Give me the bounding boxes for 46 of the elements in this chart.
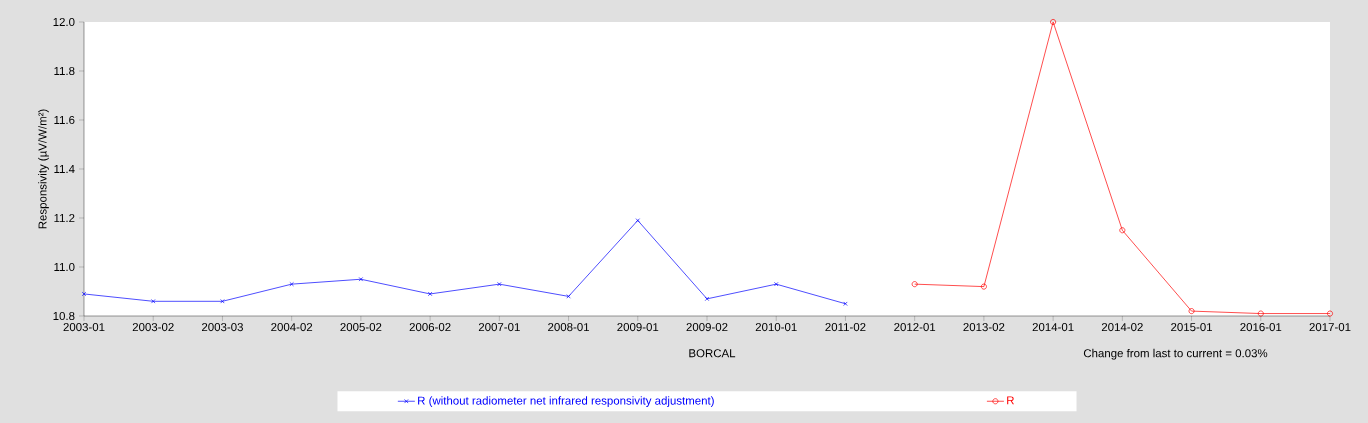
x-tick-label: 2011-02 xyxy=(825,323,866,332)
point xyxy=(774,281,779,287)
x-tick-label: 2010-01 xyxy=(755,323,797,332)
x-tick-label: 2016-01 xyxy=(1240,323,1282,332)
x-tick-label: 2013-02 xyxy=(963,323,1005,332)
x-tick-label: 2017-01 xyxy=(1309,323,1351,332)
x-tick-label: 2009-01 xyxy=(617,323,659,332)
y-tick-label: 10.8 xyxy=(53,311,75,321)
point xyxy=(497,281,502,287)
y-tick-label: 11.8 xyxy=(54,66,75,76)
x-tick-label: 2006-02 xyxy=(409,323,451,332)
point xyxy=(1257,310,1264,317)
x-tick-label: 2003-03 xyxy=(202,323,243,332)
x-tick-label: 2014-01 xyxy=(1032,323,1074,332)
x-tick-label: 2003-01 xyxy=(63,323,105,332)
legend-label: R xyxy=(1007,396,1014,405)
x-tick-label: 2003-02 xyxy=(132,323,174,332)
point xyxy=(1050,19,1057,25)
point xyxy=(220,299,225,304)
point xyxy=(151,299,156,304)
legend-label: R (without radiometer net infrared responsivity adjustment) xyxy=(418,396,714,407)
point xyxy=(427,291,433,297)
point xyxy=(635,218,640,223)
y-tick-label: 11.2 xyxy=(54,214,75,222)
point xyxy=(289,281,294,287)
x-axis-title: BORCAL xyxy=(689,349,736,358)
point xyxy=(1119,227,1126,234)
point xyxy=(566,294,571,299)
x-tick-label: 2009-02 xyxy=(686,323,728,332)
x-tick-label: 2012-01 xyxy=(894,323,936,332)
x-tick-label: 2004-02 xyxy=(271,323,313,332)
y-axis-title: Responsivity (µV/W/m²) xyxy=(38,109,49,229)
x-tick-label: 2008-01 xyxy=(548,323,590,332)
y-tick-label: 12.0 xyxy=(53,17,75,27)
point xyxy=(980,283,987,290)
y-tick-label: 11.0 xyxy=(54,262,75,272)
x-tick-label: 2007-01 xyxy=(478,323,520,332)
point xyxy=(1188,308,1195,315)
point xyxy=(704,296,710,302)
point xyxy=(358,277,364,282)
x-tick-label: 2005-02 xyxy=(340,323,382,332)
x-tick-label: 2015-01 xyxy=(1171,323,1213,332)
y-tick-label: 11.4 xyxy=(54,165,75,173)
y-tick-label: 11.6 xyxy=(54,115,75,125)
x-tick-label: 2014-02 xyxy=(1101,323,1143,332)
text: Change from last to current = 0.03% xyxy=(1083,348,1268,360)
